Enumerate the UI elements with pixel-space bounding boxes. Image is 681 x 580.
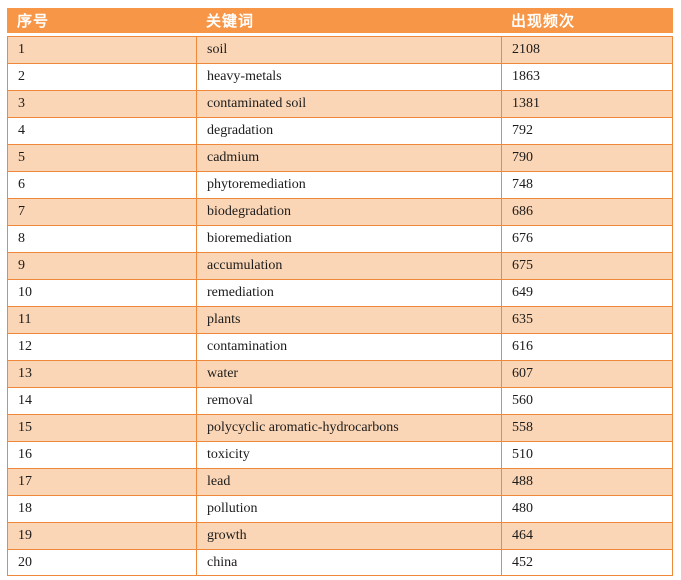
- cell-no: 19: [7, 522, 196, 549]
- keywords-frequency-table-container: 序号 关键词 出现频次 1 soil 2108 2 heavy-metals 1863 3 c…: [7, 8, 673, 576]
- cell-no: 11: [7, 306, 196, 333]
- header-cell-no: 序号: [7, 8, 196, 36]
- cell-no: 2: [7, 63, 196, 90]
- cell-keyword: contaminated soil: [196, 90, 501, 117]
- cell-no: 8: [7, 225, 196, 252]
- cell-frequency: 686: [501, 198, 673, 225]
- table-row: 5 cadmium 790: [7, 144, 673, 171]
- cell-keyword: removal: [196, 387, 501, 414]
- cell-keyword: contamination: [196, 333, 501, 360]
- table-row: 15 polycyclic aromatic-hydrocarbons 558: [7, 414, 673, 441]
- cell-keyword: degradation: [196, 117, 501, 144]
- cell-frequency: 560: [501, 387, 673, 414]
- table-row: 4 degradation 792: [7, 117, 673, 144]
- cell-no: 7: [7, 198, 196, 225]
- cell-no: 6: [7, 171, 196, 198]
- cell-frequency: 488: [501, 468, 673, 495]
- cell-frequency: 649: [501, 279, 673, 306]
- cell-frequency: 1381: [501, 90, 673, 117]
- cell-keyword: remediation: [196, 279, 501, 306]
- cell-frequency: 452: [501, 549, 673, 576]
- cell-keyword: water: [196, 360, 501, 387]
- cell-keyword: bioremediation: [196, 225, 501, 252]
- table-row: 19 growth 464: [7, 522, 673, 549]
- cell-keyword: polycyclic aromatic-hydrocarbons: [196, 414, 501, 441]
- cell-no: 20: [7, 549, 196, 576]
- table-row: 16 toxicity 510: [7, 441, 673, 468]
- cell-frequency: 792: [501, 117, 673, 144]
- cell-frequency: 790: [501, 144, 673, 171]
- cell-no: 17: [7, 468, 196, 495]
- cell-no: 10: [7, 279, 196, 306]
- table-row: 13 water 607: [7, 360, 673, 387]
- table-row: 8 bioremediation 676: [7, 225, 673, 252]
- table-row: 10 remediation 649: [7, 279, 673, 306]
- cell-keyword: plants: [196, 306, 501, 333]
- cell-no: 4: [7, 117, 196, 144]
- cell-keyword: growth: [196, 522, 501, 549]
- cell-no: 9: [7, 252, 196, 279]
- keywords-frequency-table: 序号 关键词 出现频次 1 soil 2108 2 heavy-metals 1863 3 c…: [7, 8, 673, 576]
- cell-frequency: 510: [501, 441, 673, 468]
- cell-no: 12: [7, 333, 196, 360]
- table-row: 11 plants 635: [7, 306, 673, 333]
- cell-keyword: soil: [196, 36, 501, 63]
- cell-no: 16: [7, 441, 196, 468]
- cell-frequency: 616: [501, 333, 673, 360]
- table-row: 2 heavy-metals 1863: [7, 63, 673, 90]
- cell-frequency: 2108: [501, 36, 673, 63]
- table-row: 7 biodegradation 686: [7, 198, 673, 225]
- cell-keyword: cadmium: [196, 144, 501, 171]
- cell-no: 18: [7, 495, 196, 522]
- cell-keyword: accumulation: [196, 252, 501, 279]
- cell-no: 15: [7, 414, 196, 441]
- cell-frequency: 1863: [501, 63, 673, 90]
- table-body: 1 soil 2108 2 heavy-metals 1863 3 contaminated …: [7, 36, 673, 576]
- cell-frequency: 464: [501, 522, 673, 549]
- table-row: 9 accumulation 675: [7, 252, 673, 279]
- cell-no: 1: [7, 36, 196, 63]
- table-row: 18 pollution 480: [7, 495, 673, 522]
- cell-keyword: lead: [196, 468, 501, 495]
- table-row: 1 soil 2108: [7, 36, 673, 63]
- table-row: 17 lead 488: [7, 468, 673, 495]
- cell-keyword: phytoremediation: [196, 171, 501, 198]
- cell-frequency: 675: [501, 252, 673, 279]
- cell-keyword: biodegradation: [196, 198, 501, 225]
- cell-frequency: 635: [501, 306, 673, 333]
- cell-keyword: pollution: [196, 495, 501, 522]
- cell-frequency: 748: [501, 171, 673, 198]
- table-row: 6 phytoremediation 748: [7, 171, 673, 198]
- table-header-row: 序号 关键词 出现频次: [7, 8, 673, 36]
- cell-keyword: toxicity: [196, 441, 501, 468]
- table-row: 14 removal 560: [7, 387, 673, 414]
- cell-no: 14: [7, 387, 196, 414]
- cell-no: 5: [7, 144, 196, 171]
- table-row: 3 contaminated soil 1381: [7, 90, 673, 117]
- cell-frequency: 480: [501, 495, 673, 522]
- cell-frequency: 558: [501, 414, 673, 441]
- header-cell-keyword: 关键词: [196, 8, 501, 36]
- cell-keyword: china: [196, 549, 501, 576]
- cell-frequency: 607: [501, 360, 673, 387]
- cell-keyword: heavy-metals: [196, 63, 501, 90]
- table-row: 20 china 452: [7, 549, 673, 576]
- table-row: 12 contamination 616: [7, 333, 673, 360]
- cell-no: 3: [7, 90, 196, 117]
- cell-no: 13: [7, 360, 196, 387]
- header-cell-frequency: 出现频次: [501, 8, 673, 36]
- cell-frequency: 676: [501, 225, 673, 252]
